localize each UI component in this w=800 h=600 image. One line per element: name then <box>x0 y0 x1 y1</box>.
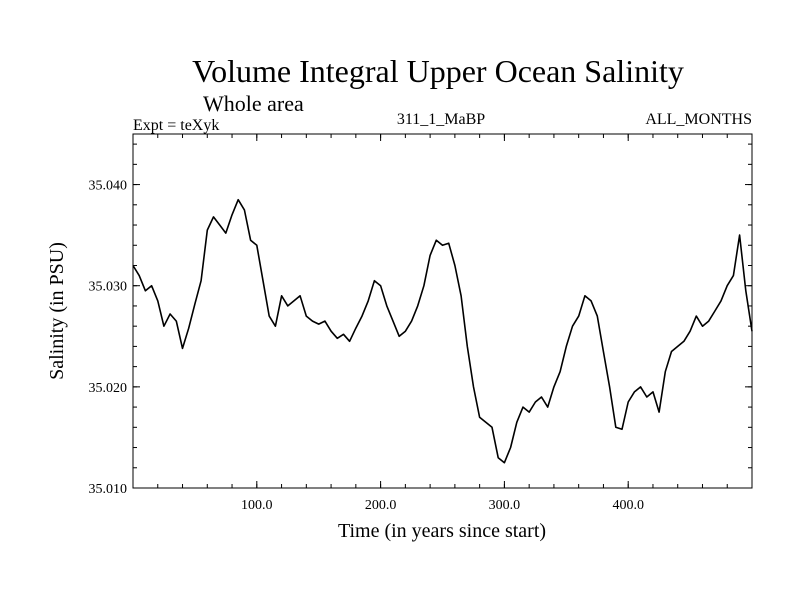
salinity-line <box>132 198 753 464</box>
plot-frame <box>132 133 753 489</box>
x-tick-label: 300.0 <box>489 498 521 513</box>
chart-subtitle: Whole area <box>203 91 304 116</box>
x-tick-label: 200.0 <box>365 498 397 513</box>
run-id-label: 311_1_MaBP <box>397 111 485 128</box>
x-tick-label: 400.0 <box>612 498 644 513</box>
y-tick-label: 35.030 <box>89 280 128 295</box>
y-tick-label: 35.020 <box>89 381 128 396</box>
y-tick-label: 35.040 <box>89 179 128 194</box>
chart-title: Volume Integral Upper Ocean Salinity <box>192 53 684 89</box>
months-label: ALL_MONTHS <box>645 111 752 128</box>
x-axis: 100.0 200.0 300.0 400.0 <box>157 134 728 513</box>
x-tick-label: 100.0 <box>241 498 273 513</box>
experiment-label: Expt = teXyk <box>133 117 219 134</box>
y-tick-label: 35.010 <box>89 482 128 497</box>
y-axis: 35.010 35.020 35.030 35.040 <box>89 143 752 497</box>
y-axis-label: Salinity (in PSU) <box>46 242 68 380</box>
x-axis-label: Time (in years since start) <box>338 520 546 542</box>
series-layer <box>132 198 753 464</box>
